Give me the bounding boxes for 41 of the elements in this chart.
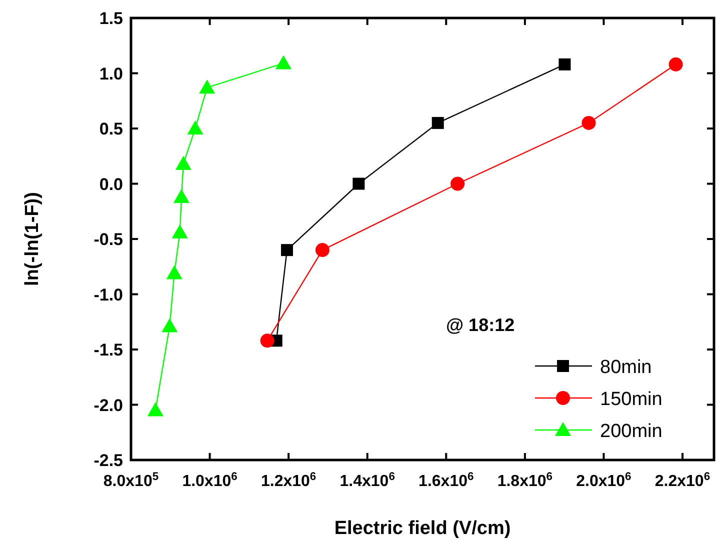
- point: [147, 402, 164, 416]
- x-axis-title: Electric field (V/cm): [334, 518, 511, 539]
- x-tick-label: 1.0x10$^{6}$: [182, 471, 238, 490]
- legend-label: 80min: [600, 357, 652, 378]
- point: [558, 58, 571, 70]
- point: [173, 189, 190, 204]
- point: [275, 55, 292, 70]
- point: [162, 318, 178, 332]
- x-tick-label: 1.6x10$^{6}$: [418, 471, 474, 490]
- x-tick-label: 1.4x10$^{6}$: [340, 471, 395, 490]
- x-tick-label: 1.2x10$^{6}$: [260, 471, 316, 490]
- point: [582, 116, 596, 130]
- y-tick-label: -1.0: [94, 285, 123, 304]
- x-tick-label: 2.2x10$^{6}$: [654, 471, 710, 490]
- point: [199, 80, 216, 94]
- y-tick-label: -2.5: [94, 451, 123, 470]
- y-axis-title: ln(-ln(1-F)): [22, 192, 43, 286]
- y-tick-label: 0.5: [99, 120, 123, 138]
- y-tick-label: -0.5: [94, 230, 123, 249]
- x-tick-label: 2.0x10$^{6}$: [576, 471, 632, 490]
- x-tick-label: 8.0x10$^{5}$: [103, 471, 159, 490]
- point: [260, 334, 274, 348]
- y-tick-label: 1.0: [99, 64, 123, 84]
- point: [175, 156, 192, 170]
- point: [172, 224, 188, 238]
- point: [352, 178, 365, 190]
- legend-label: 200min: [600, 421, 662, 442]
- point: [450, 176, 465, 191]
- y-tick-label: 0.0: [99, 174, 123, 194]
- point: [187, 120, 204, 134]
- point: [432, 116, 444, 129]
- point: [280, 244, 293, 256]
- point: [315, 243, 330, 258]
- annotation: @ 18:12: [446, 315, 515, 335]
- y-tick-label: 1.5: [99, 9, 123, 28]
- y-tick-label: -2.0: [94, 396, 123, 415]
- y-tick-label: -1.5: [94, 340, 123, 360]
- point: [166, 265, 182, 280]
- x-tick-label: 1.8x10$^{6}$: [497, 471, 553, 490]
- legend-label: 150min: [600, 389, 662, 410]
- point: [668, 57, 683, 72]
